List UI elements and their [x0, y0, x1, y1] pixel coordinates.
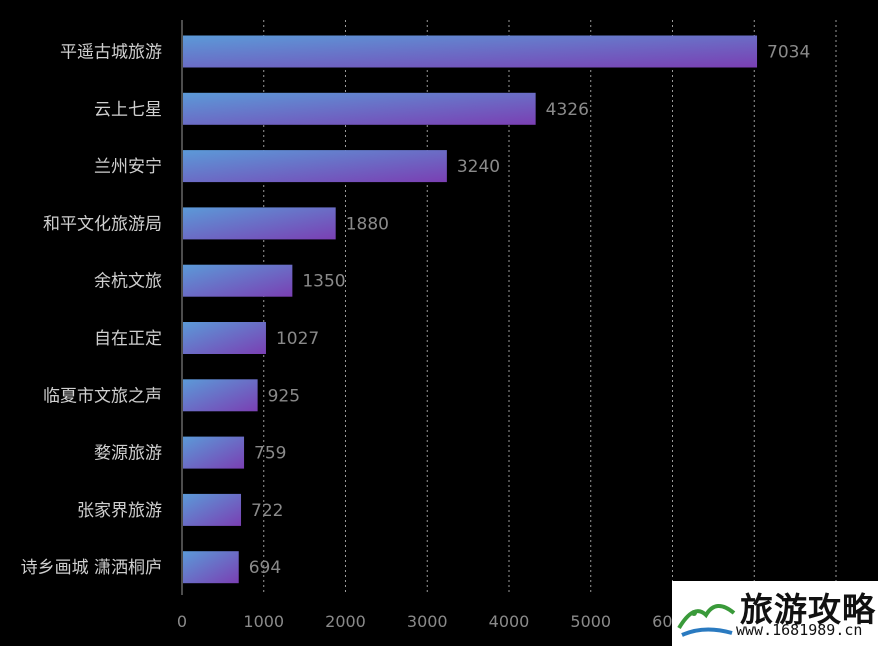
bar — [183, 551, 239, 584]
category-label: 婺源旅游 — [94, 444, 162, 464]
value-label: 722 — [251, 501, 283, 521]
value-label: 3240 — [457, 157, 500, 177]
category-label: 云上七星 — [94, 100, 162, 120]
x-tick-label: 1000 — [243, 612, 284, 631]
category-labels: 平遥古城旅游云上七星兰州安宁和平文化旅游局余杭文旅自在正定临夏市文旅之声婺源旅游… — [21, 43, 162, 579]
bar — [183, 322, 266, 354]
value-label: 1350 — [302, 272, 345, 292]
value-labels: 7034 4326 3240 1880 1350 1027 925 759 722 694 — [249, 43, 811, 579]
x-tick-label: 4000 — [489, 612, 530, 631]
category-label: 余杭文旅 — [94, 272, 162, 292]
bar — [183, 379, 258, 412]
watermark-title: 旅游攻略 — [740, 590, 876, 629]
value-label: 925 — [268, 386, 300, 406]
watermark-url: www.1681989.cn — [736, 621, 863, 639]
bar — [183, 207, 336, 240]
value-label: 4326 — [546, 100, 589, 120]
value-label: 1880 — [346, 214, 389, 234]
bar — [183, 436, 245, 469]
value-label: 7034 — [767, 43, 810, 63]
category-label: 自在正定 — [94, 329, 162, 349]
category-label: 平遥古城旅游 — [60, 43, 162, 63]
bar — [183, 493, 242, 526]
category-label: 诗乡画城 潇洒桐庐 — [21, 558, 162, 578]
x-tick-labels: 0100020003000400050006000 — [177, 612, 693, 631]
x-tick-label: 0 — [177, 612, 187, 631]
mountain-logo-icon — [677, 604, 736, 637]
bar — [183, 92, 536, 125]
category-label: 张家界旅游 — [77, 501, 162, 521]
value-label: 1027 — [276, 329, 319, 349]
x-tick-label: 5000 — [570, 612, 611, 631]
watermark-logo: 旅游攻略 www.1681989.cn — [672, 581, 878, 646]
value-label: 694 — [249, 558, 281, 578]
bar — [183, 35, 758, 68]
bars — [183, 35, 758, 584]
bar — [183, 150, 447, 183]
bar — [183, 264, 293, 297]
value-label: 759 — [254, 444, 286, 464]
category-label: 临夏市文旅之声 — [43, 386, 162, 406]
category-label: 和平文化旅游局 — [43, 214, 162, 234]
x-tick-label: 3000 — [407, 612, 448, 631]
x-tick-label: 2000 — [325, 612, 366, 631]
category-label: 兰州安宁 — [94, 157, 162, 177]
